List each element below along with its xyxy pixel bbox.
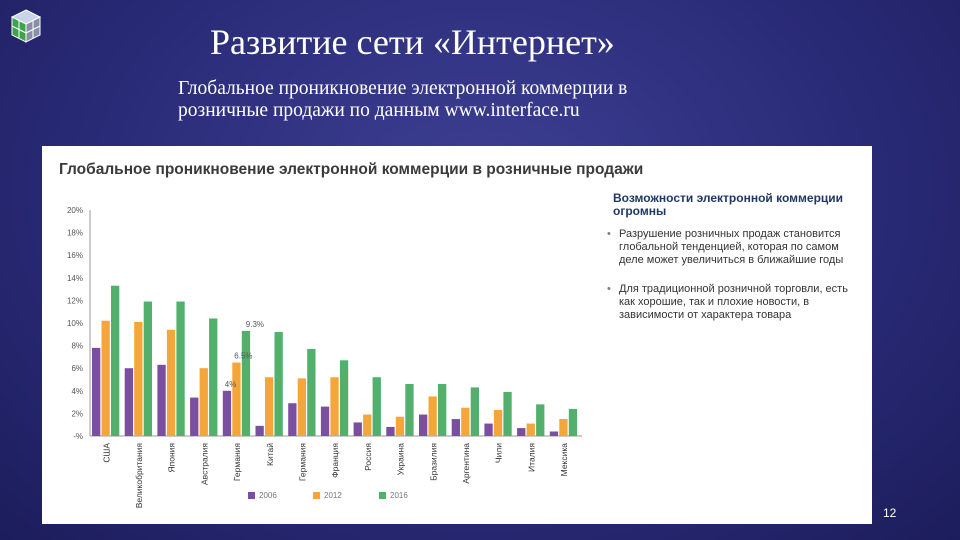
- legend-swatch-2012: [313, 492, 320, 499]
- bar-2012: [559, 419, 568, 436]
- side-bullet-1: Разрушение розничных продаж становится г…: [607, 228, 859, 267]
- x-tick-label: Россия: [363, 443, 373, 471]
- bar-2012: [363, 414, 372, 436]
- legend-label-2012: 2012: [324, 491, 342, 500]
- side-panel-heading: Возможности электронной коммерции огромн…: [613, 191, 844, 218]
- bar-2012: [166, 329, 176, 436]
- bar-2006: [320, 406, 330, 436]
- bar-2006: [419, 414, 428, 436]
- chart-title: Глобальное проникновение электронной ком…: [59, 161, 643, 178]
- bar-2016: [405, 384, 414, 436]
- y-tick-label: 4%: [71, 387, 83, 396]
- data-label: 6.5%: [234, 352, 252, 361]
- x-tick-label: Япония: [167, 443, 177, 473]
- bar-2012: [330, 377, 339, 436]
- subtitle-line-2: розничные продажи по данным www.interfac…: [178, 100, 580, 121]
- bar-2006: [288, 403, 297, 436]
- y-tick-label: 18%: [67, 229, 83, 238]
- x-tick-label: Германия: [232, 443, 242, 482]
- y-tick-label: 10%: [67, 319, 83, 328]
- bar-2006: [157, 364, 166, 436]
- chart-panel: Глобальное проникновение электронной ком…: [42, 146, 872, 524]
- bar-2006: [451, 419, 460, 436]
- bar-2012: [461, 407, 470, 436]
- bar-2006: [190, 397, 199, 436]
- x-tick-label: Мексика: [559, 443, 569, 477]
- y-tick-label: 8%: [71, 342, 83, 351]
- x-tick-label: Австралия: [199, 443, 209, 485]
- x-tick-label: Китай: [265, 443, 275, 466]
- bar-2016: [111, 285, 120, 436]
- bar-2016: [143, 301, 152, 436]
- bar-2006: [484, 423, 493, 436]
- x-tick-label: Чили: [494, 443, 504, 463]
- bar-2012: [265, 377, 274, 436]
- bar-2016: [438, 384, 447, 436]
- bar-2016: [307, 348, 316, 436]
- x-tick-label: Великобритания: [134, 443, 144, 509]
- x-tick-label: США: [101, 443, 111, 463]
- bar-2012: [395, 416, 405, 436]
- bar-2016: [536, 404, 545, 436]
- data-label: 4%: [225, 380, 237, 389]
- x-tick-label: Аргентина: [461, 443, 471, 484]
- slide-subtitle: Глобальное проникновение электронной ком…: [178, 78, 798, 122]
- side-panel-bullets: Разрушение розничных продаж становится г…: [607, 228, 859, 338]
- subtitle-line-1: Глобальное проникновение электронной ком…: [178, 78, 628, 99]
- legend-label-2006: 2006: [259, 491, 277, 500]
- page-number: 12: [883, 506, 897, 520]
- bar-2006: [549, 431, 559, 436]
- bar-2012: [199, 368, 208, 436]
- bar-2006: [255, 425, 264, 436]
- bar-2006: [386, 426, 395, 436]
- bar-2016: [372, 377, 381, 436]
- bar-2016: [470, 387, 479, 436]
- bar-2012: [493, 410, 503, 436]
- y-tick-label: 16%: [67, 251, 83, 260]
- y-tick-label: -%: [73, 432, 83, 441]
- bar-2006: [222, 390, 232, 436]
- side-bullet-2: Для традиционной розничной торговли, ест…: [607, 283, 859, 322]
- bar-2016: [568, 408, 578, 436]
- data-label: 9.3%: [246, 320, 264, 329]
- bar-2012: [526, 423, 535, 436]
- slide-title: Развитие сети «Интернет»: [210, 22, 615, 62]
- bar-2016: [274, 332, 283, 436]
- y-tick-label: 20%: [67, 206, 83, 215]
- bar-chart: Глобальное проникновение электронной ком…: [59, 161, 643, 509]
- x-tick-label: Италия: [526, 443, 536, 472]
- bar-2016: [503, 391, 512, 436]
- bar-2006: [124, 368, 133, 436]
- bar-2006: [517, 428, 526, 436]
- bar-2012: [297, 378, 306, 436]
- y-tick-label: 2%: [71, 409, 83, 418]
- legend-swatch-2006: [248, 492, 255, 499]
- bar-2006: [92, 347, 101, 436]
- bar-2012: [232, 362, 241, 436]
- bar-2006: [353, 422, 362, 436]
- bar-2012: [428, 396, 437, 436]
- x-tick-label: Франция: [330, 443, 340, 478]
- y-tick-label: 12%: [67, 296, 83, 305]
- y-tick-label: 14%: [67, 274, 83, 283]
- bar-2012: [134, 321, 143, 436]
- bar-2016: [241, 330, 251, 436]
- y-tick-label: 6%: [71, 364, 83, 373]
- x-tick-label: Германия: [297, 443, 307, 482]
- legend-label-2016: 2016: [390, 491, 408, 500]
- cube-logo-icon: [10, 9, 42, 43]
- bar-2016: [339, 360, 349, 436]
- bar-2016: [176, 301, 185, 436]
- bar-2012: [101, 320, 110, 436]
- legend-swatch-2016: [379, 492, 386, 499]
- x-tick-label: Бразилия: [428, 443, 438, 481]
- x-tick-label: Украина: [396, 443, 406, 476]
- bar-2016: [209, 318, 218, 436]
